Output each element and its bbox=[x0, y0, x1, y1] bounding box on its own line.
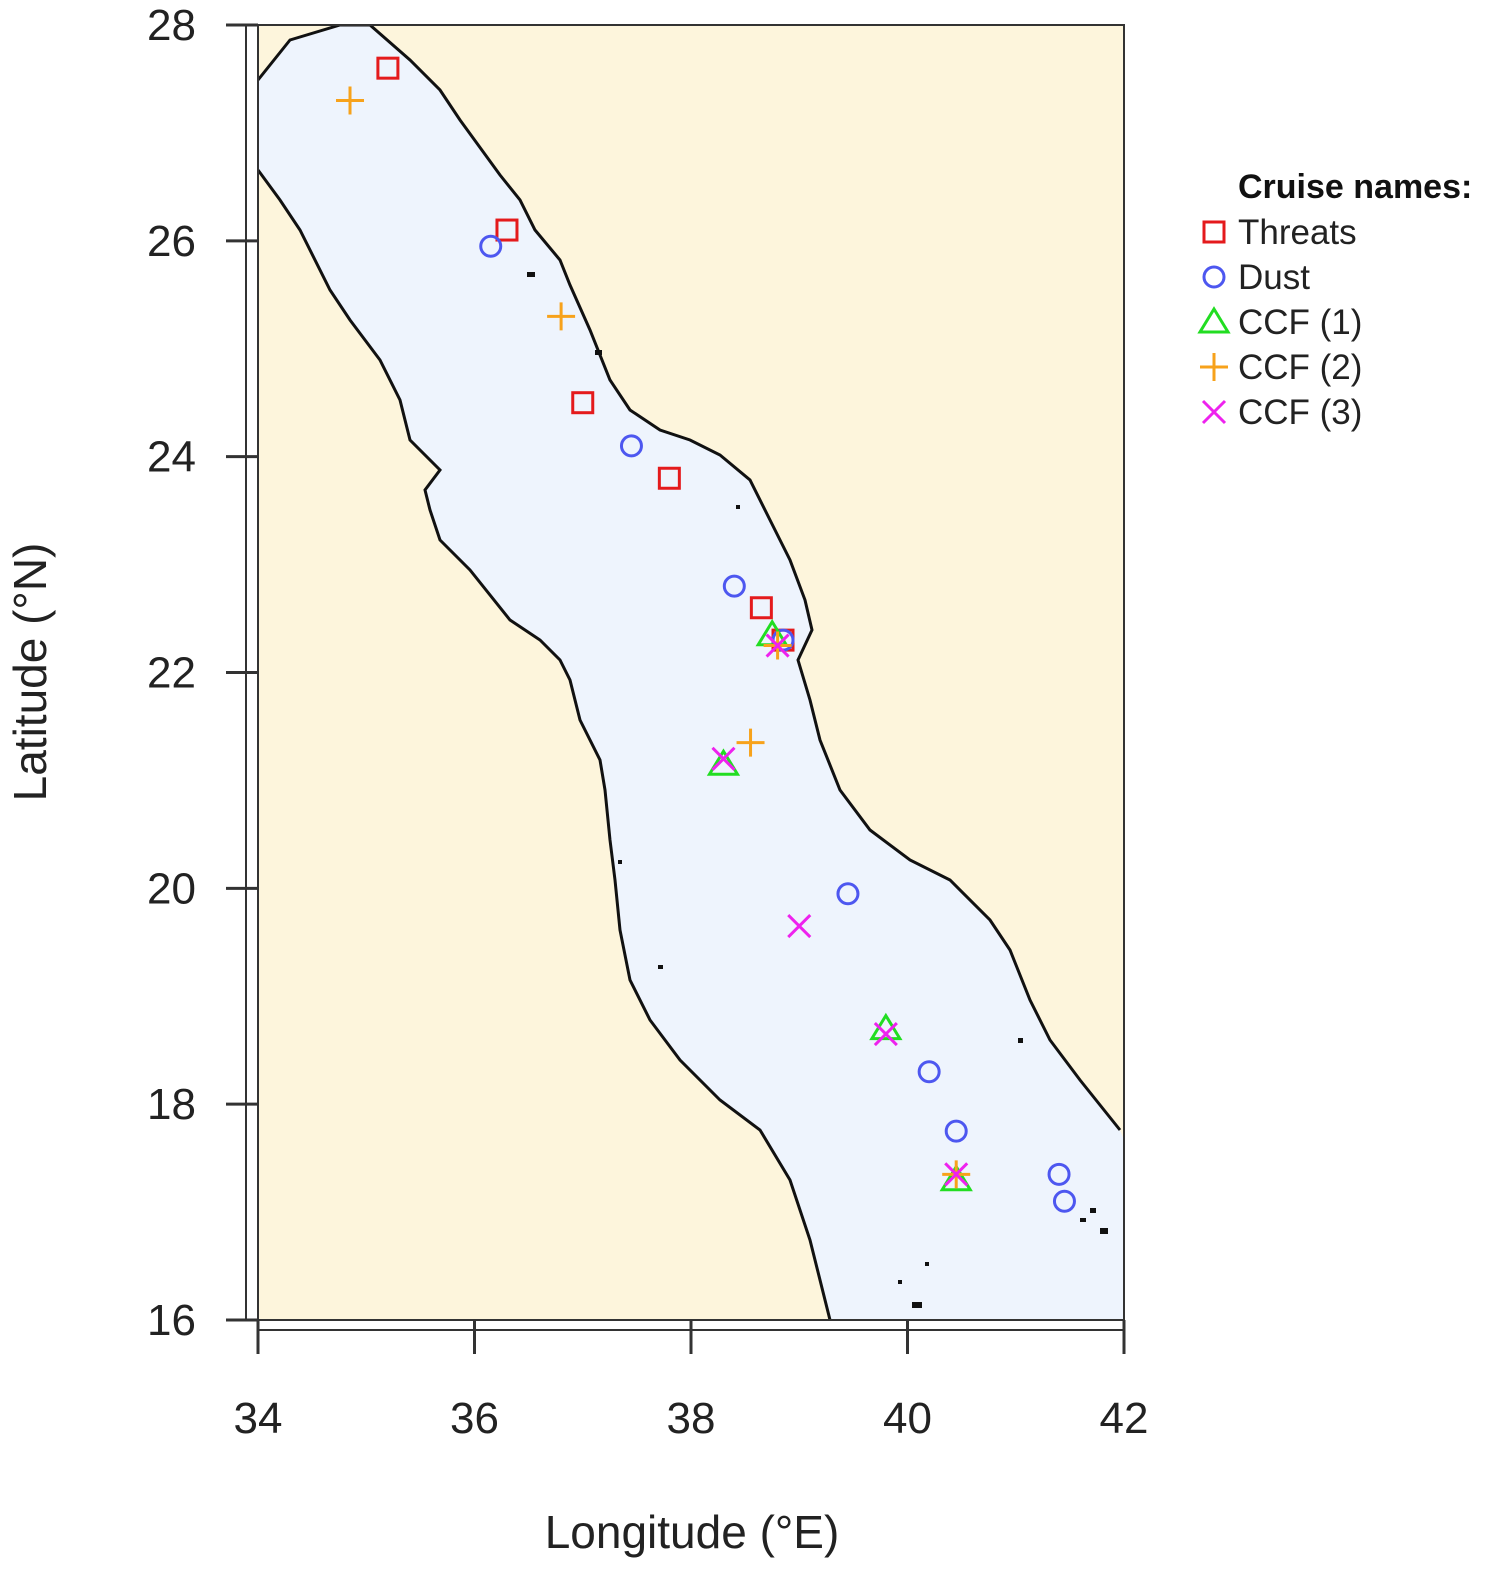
cross-marker bbox=[873, 1021, 898, 1047]
legend-item: Dust bbox=[1202, 258, 1310, 297]
circle-marker bbox=[619, 434, 643, 458]
circle-marker bbox=[1047, 1162, 1071, 1186]
legend-label: Dust bbox=[1238, 258, 1310, 297]
x-axis: 34 36 38 40 42 bbox=[234, 1320, 1149, 1443]
legend-label: CCF (3) bbox=[1238, 393, 1362, 432]
triangle-marker bbox=[706, 748, 741, 776]
x-tick-label: 42 bbox=[1100, 1394, 1149, 1443]
cross-marker bbox=[787, 914, 812, 939]
y-tick-label: 18 bbox=[147, 1080, 196, 1129]
circle-marker bbox=[1052, 1189, 1076, 1213]
cross-marker bbox=[711, 746, 736, 771]
triangle-marker bbox=[939, 1163, 973, 1192]
legend-plus-icon bbox=[1200, 353, 1228, 381]
square-marker bbox=[495, 218, 519, 242]
legend-item: CCF (2) bbox=[1200, 348, 1362, 387]
legend: Cruise names: Threats Dust CCF (1) CCF (2) C… bbox=[1197, 168, 1472, 432]
circle-marker bbox=[836, 882, 860, 906]
plus-marker bbox=[736, 728, 765, 757]
y-axis: 16 18 20 22 24 26 28 bbox=[147, 1, 258, 1345]
legend-item: CCF (3) bbox=[1201, 393, 1362, 432]
square-marker bbox=[657, 466, 681, 490]
plot-area bbox=[257, 24, 1125, 1321]
legend-cross-icon bbox=[1201, 399, 1227, 425]
circle-marker bbox=[722, 574, 746, 598]
islands bbox=[527, 272, 1108, 1308]
legend-square-icon bbox=[1202, 220, 1226, 244]
y-tick-label: 20 bbox=[147, 864, 196, 913]
cross-marker bbox=[765, 633, 790, 658]
coastline bbox=[258, 25, 1122, 1320]
plus-marker bbox=[336, 86, 365, 115]
legend-label: CCF (1) bbox=[1238, 303, 1362, 342]
x-tick-label: 36 bbox=[450, 1394, 499, 1443]
legend-label: Threats bbox=[1238, 213, 1357, 252]
circle-marker bbox=[479, 234, 503, 258]
x-axis-label: Longitude (°E) bbox=[545, 1506, 840, 1558]
x-tick-label: 34 bbox=[234, 1394, 283, 1443]
square-marker bbox=[571, 391, 595, 415]
legend-title: Cruise names: bbox=[1238, 168, 1472, 206]
x-tick-label: 40 bbox=[883, 1394, 932, 1443]
legend-circle-icon bbox=[1202, 265, 1226, 289]
red-sea-water bbox=[258, 25, 1124, 1320]
square-marker bbox=[376, 56, 400, 80]
legend-triangle-icon bbox=[1197, 306, 1231, 334]
axes: 34 36 38 40 42 16 18 20 22 24 26 28 bbox=[147, 1, 1148, 1443]
y-tick-label: 22 bbox=[147, 649, 196, 698]
legend-item: CCF (1) bbox=[1197, 303, 1362, 342]
station-markers bbox=[336, 56, 1076, 1213]
y-tick-label: 16 bbox=[147, 1296, 196, 1345]
y-axis-label: Latitude (°N) bbox=[4, 543, 56, 802]
square-marker bbox=[749, 596, 773, 620]
y-tick-label: 28 bbox=[147, 1, 196, 50]
legend-item: Threats bbox=[1202, 213, 1357, 252]
x-tick-label: 38 bbox=[667, 1394, 716, 1443]
cross-marker bbox=[944, 1162, 969, 1187]
y-tick-label: 24 bbox=[147, 433, 196, 482]
plus-marker bbox=[547, 302, 576, 331]
circle-marker bbox=[917, 1060, 941, 1084]
legend-label: CCF (2) bbox=[1238, 348, 1362, 387]
circle-marker bbox=[944, 1119, 968, 1143]
y-tick-label: 26 bbox=[147, 217, 196, 266]
